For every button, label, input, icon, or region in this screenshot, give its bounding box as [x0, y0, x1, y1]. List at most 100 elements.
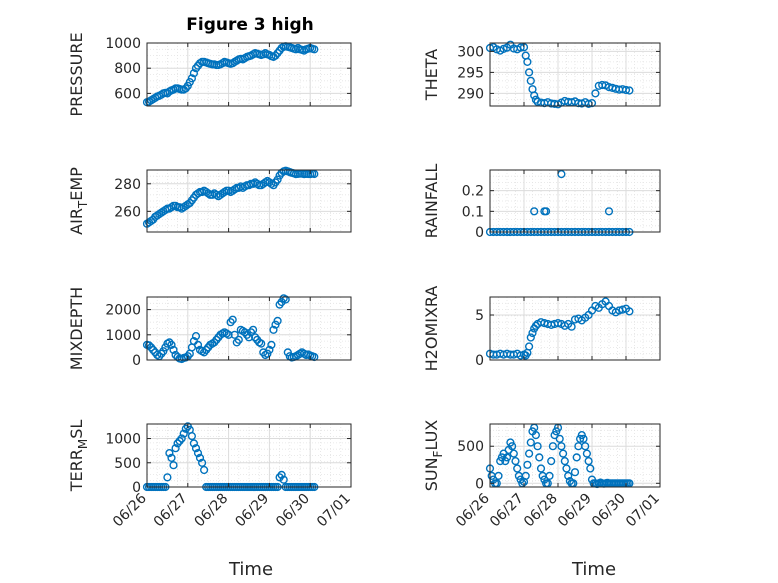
data-point — [189, 69, 199, 78]
data-point — [193, 449, 203, 458]
plot-frame — [489, 423, 661, 488]
data-point — [177, 434, 186, 443]
panel-pressure: 600 800 1000 PRESSURE — [67, 32, 352, 117]
data-point — [524, 449, 534, 458]
data-point — [507, 442, 517, 451]
x-axis-label-left: Time — [228, 559, 273, 580]
x-tick-label: 06/30 — [589, 491, 629, 531]
y-tick-label: 1000 — [105, 432, 141, 448]
plot-frame — [146, 42, 352, 107]
data-point — [204, 189, 213, 198]
data-point — [528, 328, 537, 338]
y-axis-label: H2OMIXRA — [422, 286, 441, 372]
figure-title: Figure 3 high — [186, 15, 314, 35]
y-tick-label: 5 — [475, 308, 484, 324]
y-axis-label: PRESSURE — [67, 32, 86, 116]
data-point — [267, 340, 276, 350]
y-tick-label: 0.1 — [462, 204, 484, 220]
y-tick-label: 280 — [114, 177, 141, 193]
data-point — [310, 169, 319, 179]
y-tick-label: 0 — [132, 353, 141, 369]
y-axis-label: MIXDEPTH — [67, 287, 86, 370]
data-point — [187, 74, 197, 83]
y-tick-label: 500 — [114, 456, 141, 472]
data-series — [142, 42, 319, 107]
y-tick-label: 290 — [457, 86, 484, 102]
data-point — [570, 468, 580, 477]
data-point — [279, 475, 288, 484]
data-point — [524, 342, 534, 351]
data-point — [536, 464, 546, 473]
data-point — [541, 207, 551, 216]
y-tick-label: 1000 — [105, 36, 141, 52]
panel-air-temp: 260 280 AIRTEMP — [67, 166, 352, 235]
data-point — [193, 340, 203, 350]
plot-frame — [489, 169, 661, 233]
x-tick-label: 06/26 — [453, 490, 493, 530]
data-point — [191, 332, 201, 341]
data-point — [581, 442, 590, 451]
data-point — [621, 85, 631, 95]
data-point — [228, 315, 237, 324]
plot-frame — [489, 42, 661, 107]
data-point — [584, 457, 593, 466]
data-point — [524, 68, 534, 77]
data-point — [167, 340, 176, 350]
data-point — [511, 457, 520, 466]
data-point — [557, 170, 566, 179]
plot-frame — [146, 296, 352, 361]
x-tick-label: 06/27 — [151, 491, 191, 531]
data-point — [509, 449, 518, 458]
data-point — [169, 461, 178, 470]
data-point — [163, 473, 172, 482]
data-point — [521, 471, 530, 481]
data-point — [200, 465, 209, 475]
data-point — [253, 179, 262, 188]
plot-frame — [146, 423, 352, 488]
y-tick-label: 295 — [457, 65, 484, 81]
x-tick-label: 06/28 — [521, 491, 561, 531]
data-point — [165, 449, 174, 458]
data-point — [167, 453, 176, 463]
data-point — [191, 444, 201, 453]
y-axis-label: RAINFALL — [422, 164, 441, 239]
data-series — [142, 422, 319, 492]
y-tick-label: 600 — [114, 86, 141, 102]
data-point — [560, 457, 569, 466]
data-point — [502, 453, 512, 462]
y-axis-label: TERRMSL — [67, 420, 90, 493]
data-point — [513, 464, 522, 473]
data-point — [548, 442, 558, 451]
data-point — [591, 89, 600, 98]
data-point — [547, 457, 556, 466]
data-point — [224, 330, 233, 339]
data-point — [249, 325, 258, 334]
x-tick-label: 06/28 — [192, 491, 232, 531]
data-point — [281, 295, 290, 304]
data-point — [494, 471, 503, 481]
data-point — [533, 442, 542, 451]
data-point — [189, 439, 199, 448]
x-tick-label: 06/29 — [555, 491, 595, 531]
data-point — [557, 442, 566, 451]
data-point — [553, 319, 563, 328]
y-tick-label: 500 — [457, 439, 484, 455]
data-point — [179, 429, 188, 438]
data-point — [564, 471, 573, 481]
y-tick-label: 0 — [475, 353, 484, 369]
panel-mixdepth: 0 1000 2000 MIXDEPTH — [67, 287, 352, 370]
data-point — [523, 460, 532, 469]
x-tick-label: 06/26 — [110, 490, 150, 530]
data-point — [545, 471, 554, 481]
y-tick-label: 800 — [114, 61, 141, 77]
panel-h2omixra: 0 5 H2OMIXRA — [422, 286, 661, 372]
x-tick-label: 06/30 — [273, 491, 313, 531]
data-point — [195, 453, 205, 463]
x-tick-label: 07/01 — [623, 491, 663, 531]
data-point — [567, 322, 576, 331]
data-point — [144, 341, 154, 350]
data-point — [558, 449, 568, 458]
plot-frame — [146, 169, 352, 233]
